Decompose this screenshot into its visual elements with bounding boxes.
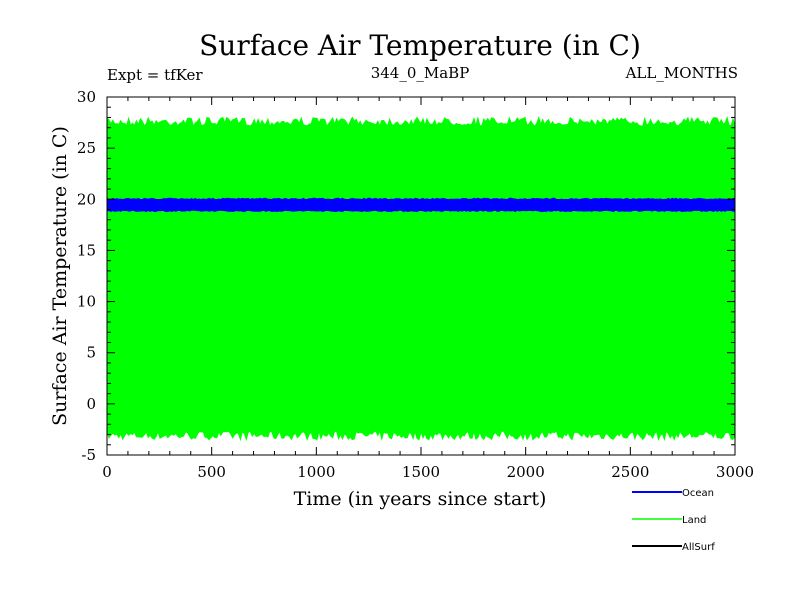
chart-subtitle-right: ALL_MONTHS	[625, 64, 738, 82]
axes: 0 500 1000 1500 2000 2500 3000 -5 0 5 10 15 20 25 30	[77, 88, 754, 481]
y-tick-label: 25	[77, 139, 96, 157]
series-ocean-band	[106, 197, 736, 213]
chart-title: Surface Air Temperature (in C)	[199, 29, 641, 62]
x-tick-label: 1500	[402, 463, 440, 481]
x-tick-label: 1000	[297, 463, 335, 481]
x-tick-label: 2500	[611, 463, 649, 481]
x-tick-label: 2000	[507, 463, 545, 481]
y-tick-label: 10	[77, 293, 96, 311]
y-tick-label: 20	[77, 190, 96, 208]
y-tick-label: 5	[86, 344, 96, 362]
y-tick-label: -5	[81, 446, 96, 464]
y-tick-label: 15	[77, 241, 96, 259]
chart-subtitle-left: Expt = tfKer	[107, 66, 203, 84]
x-axis-label: Time (in years since start)	[294, 488, 547, 510]
legend-label-land: Land	[682, 515, 706, 526]
series-land-band	[106, 115, 736, 442]
legend-label-ocean: Ocean	[682, 488, 714, 499]
x-tick-label: 500	[197, 463, 226, 481]
y-tick-label: 0	[86, 395, 96, 413]
legend-label-allsurf: AllSurf	[682, 542, 715, 553]
y-axis-label: Surface Air Temperature (in C)	[49, 126, 71, 426]
x-tick-label: 0	[102, 463, 112, 481]
x-tick-label: 3000	[716, 463, 754, 481]
plot-area	[106, 115, 736, 442]
y-tick-label: 30	[77, 88, 96, 106]
legend: Ocean Land AllSurf	[632, 488, 715, 553]
chart-subtitle-center: 344_0_MaBP	[371, 64, 470, 82]
